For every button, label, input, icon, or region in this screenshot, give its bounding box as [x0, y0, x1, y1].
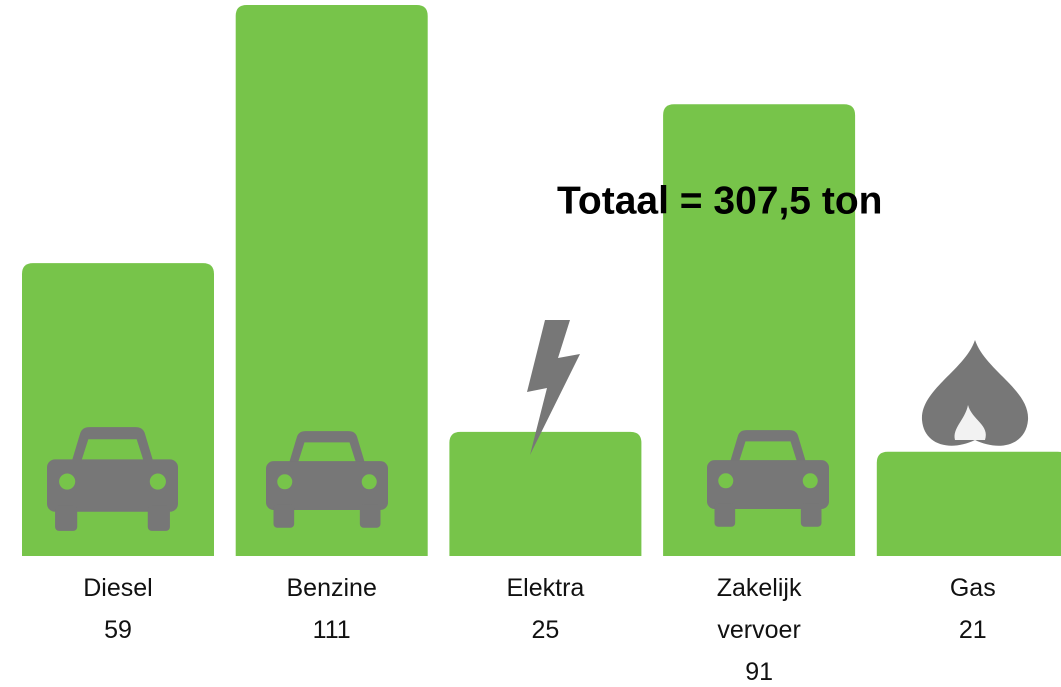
annotation: Totaal = 307,5 ton	[557, 179, 882, 222]
flame-inner	[954, 405, 986, 440]
bar	[663, 104, 856, 556]
bar-label: Diesel 59	[53, 567, 183, 651]
category-label: Benzine	[286, 574, 377, 602]
bar	[449, 431, 642, 556]
value-label: 21	[958, 616, 987, 644]
bar-label: Benzine 111	[267, 567, 397, 651]
lightning-icon	[527, 320, 580, 455]
category-label: Diesel	[83, 574, 153, 602]
bar-label: Elektra 25	[480, 567, 610, 651]
value-label: 25	[531, 616, 560, 644]
value-label: 59	[104, 616, 132, 644]
bar-label: Zakelijk vervoer 91	[694, 567, 824, 687]
category-label: Gas	[949, 574, 996, 602]
bar-label: Gas 21	[908, 567, 1038, 651]
flame-icon	[921, 340, 1029, 446]
category-label: Elektra	[506, 574, 585, 602]
value-label: 91	[745, 658, 773, 686]
bar	[876, 451, 1061, 556]
bar	[235, 5, 428, 556]
value-label: 111	[312, 616, 351, 644]
category-label: Zakelijk vervoer	[716, 574, 802, 644]
bar	[22, 263, 214, 556]
